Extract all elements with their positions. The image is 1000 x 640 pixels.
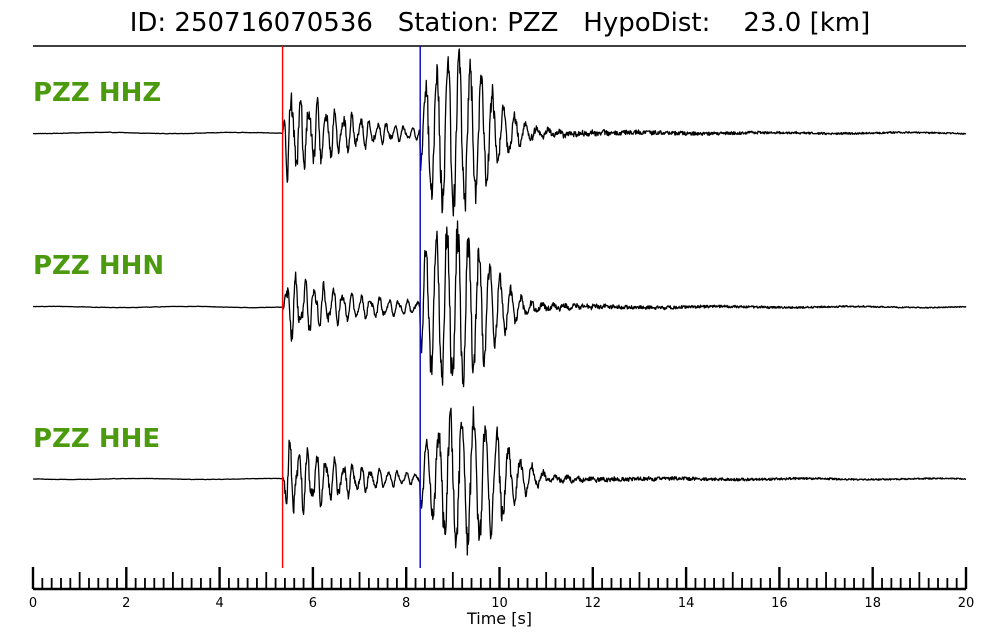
chart-title: ID: 250716070536 Station: PZZ HypoDist: … [129,8,871,38]
trace-group [32,48,967,556]
x-tick-label: 6 [309,596,317,611]
channel-label: PZZ HHE [33,424,160,454]
x-tick-label: 4 [215,596,223,611]
channel-label-group: PZZ HHZ PZZ HHN PZZ HHE [33,78,164,454]
x-tick-label: 12 [585,596,602,611]
x-tick-label: 2 [122,596,130,611]
waveform-trace [32,406,967,556]
x-tick-label: 14 [678,596,695,611]
waveform-trace [32,220,967,388]
x-tick-label: 20 [958,596,975,611]
x-axis-label: Time [s] [466,609,532,628]
channel-label: PZZ HHN [33,251,164,281]
x-tick-label: 0 [29,596,37,611]
x-tick-label: 10 [491,596,508,611]
x-tick-label: 18 [864,596,881,611]
x-tick-label: 8 [402,596,410,611]
phase-marker-group [281,46,421,568]
channel-label: PZZ HHZ [33,78,161,108]
x-axis: 0 2 4 6 8 10 12 14 16 18 20 Time [s] [29,567,974,628]
waveform-trace [32,48,967,217]
x-tick-label: 16 [771,596,788,611]
